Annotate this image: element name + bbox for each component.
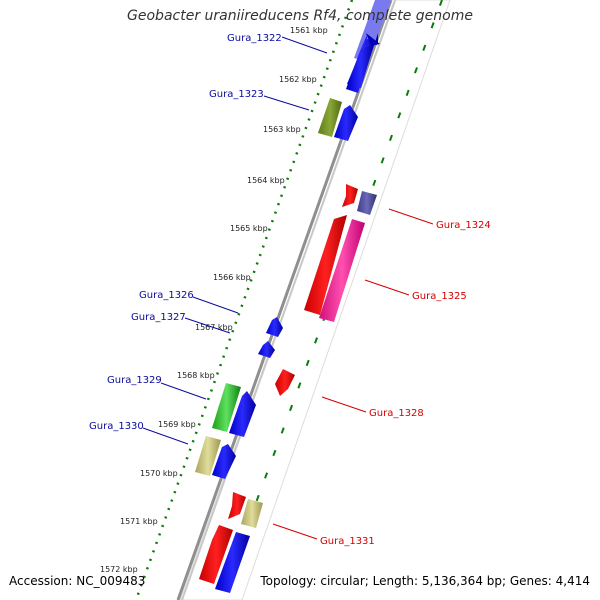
- map-title: Geobacter uraniireducens Rf4, complete g…: [127, 8, 473, 24]
- leader-line: [263, 95, 310, 111]
- gene-arrow[interactable]: [241, 499, 263, 528]
- gene-arrow[interactable]: [215, 532, 250, 593]
- kbp-label: 1561 kbp: [290, 26, 328, 35]
- gene-arrow[interactable]: [212, 383, 241, 432]
- backbone-line: [176, 0, 393, 600]
- leader-line: [388, 208, 434, 225]
- leader-line: [192, 296, 239, 314]
- gene-arrow[interactable]: [228, 492, 246, 519]
- gene-features: [195, 0, 391, 593]
- gene-arrow[interactable]: [304, 215, 347, 315]
- leader-line: [272, 523, 318, 540]
- kbp-label: 1564 kbp: [247, 176, 285, 185]
- gene-label[interactable]: Gura_1328: [369, 408, 424, 419]
- gene-label[interactable]: Gura_1323: [209, 89, 264, 100]
- gene-arrow[interactable]: [334, 105, 358, 141]
- gene-arrow[interactable]: [212, 444, 236, 479]
- kbp-label: 1562 kbp: [279, 75, 317, 84]
- gene-label[interactable]: Gura_1325: [412, 291, 467, 302]
- gene-arrow-head[interactable]: [366, 33, 380, 46]
- kbp-label: 1565 kbp: [230, 224, 268, 233]
- gene-label[interactable]: Gura_1329: [107, 375, 162, 386]
- gene-label[interactable]: Gura_1330: [89, 421, 144, 432]
- genome-stats: Topology: circular; Length: 5,136,364 bp…: [260, 574, 590, 588]
- gene-label[interactable]: Gura_1327: [131, 312, 186, 323]
- gene-arrow[interactable]: [342, 184, 358, 207]
- leader-line: [281, 36, 328, 54]
- gene-label[interactable]: Gura_1331: [320, 536, 375, 547]
- leader-line: [321, 396, 367, 413]
- gene-label[interactable]: Gura_1324: [436, 220, 491, 231]
- gene-arrow[interactable]: [318, 98, 342, 137]
- gene-label[interactable]: Gura_1326: [139, 290, 194, 301]
- gene-arrow[interactable]: [258, 341, 275, 358]
- leader-lines: [142, 36, 434, 540]
- gene-arrow[interactable]: [229, 391, 256, 437]
- kbp-label: 1568 kbp: [177, 371, 215, 380]
- leader-line: [364, 279, 410, 296]
- leader-line: [160, 382, 207, 400]
- gene-labels: Gura_1322 Gura_1323 Gura_1324 Gura_1325 …: [89, 33, 491, 547]
- gene-arrow[interactable]: [199, 525, 233, 584]
- leader-line: [142, 427, 189, 445]
- gene-arrow[interactable]: [347, 44, 374, 88]
- backbone-shadow: [181, 0, 396, 600]
- gene-arrow[interactable]: [275, 369, 295, 396]
- accession-label: Accession: NC_009483: [9, 574, 146, 588]
- kbp-label: 1570 kbp: [140, 469, 178, 478]
- gene-label[interactable]: Gura_1322: [227, 33, 282, 44]
- forward-tick-ruler: [134, 0, 354, 600]
- kbp-label: 1563 kbp: [263, 125, 301, 134]
- reverse-tick-ruler: [219, 0, 443, 600]
- gene-arrow[interactable]: [266, 317, 283, 337]
- kbp-label: 1572 kbp: [100, 565, 138, 574]
- kbp-label: 1566 kbp: [213, 273, 251, 282]
- kbp-label: 1571 kbp: [120, 517, 158, 526]
- gene-arrow[interactable]: [319, 219, 365, 322]
- gene-arrow[interactable]: [195, 436, 221, 476]
- kbp-label: 1569 kbp: [158, 420, 196, 429]
- leader-line: [184, 317, 231, 334]
- gene-arrow[interactable]: [357, 191, 377, 215]
